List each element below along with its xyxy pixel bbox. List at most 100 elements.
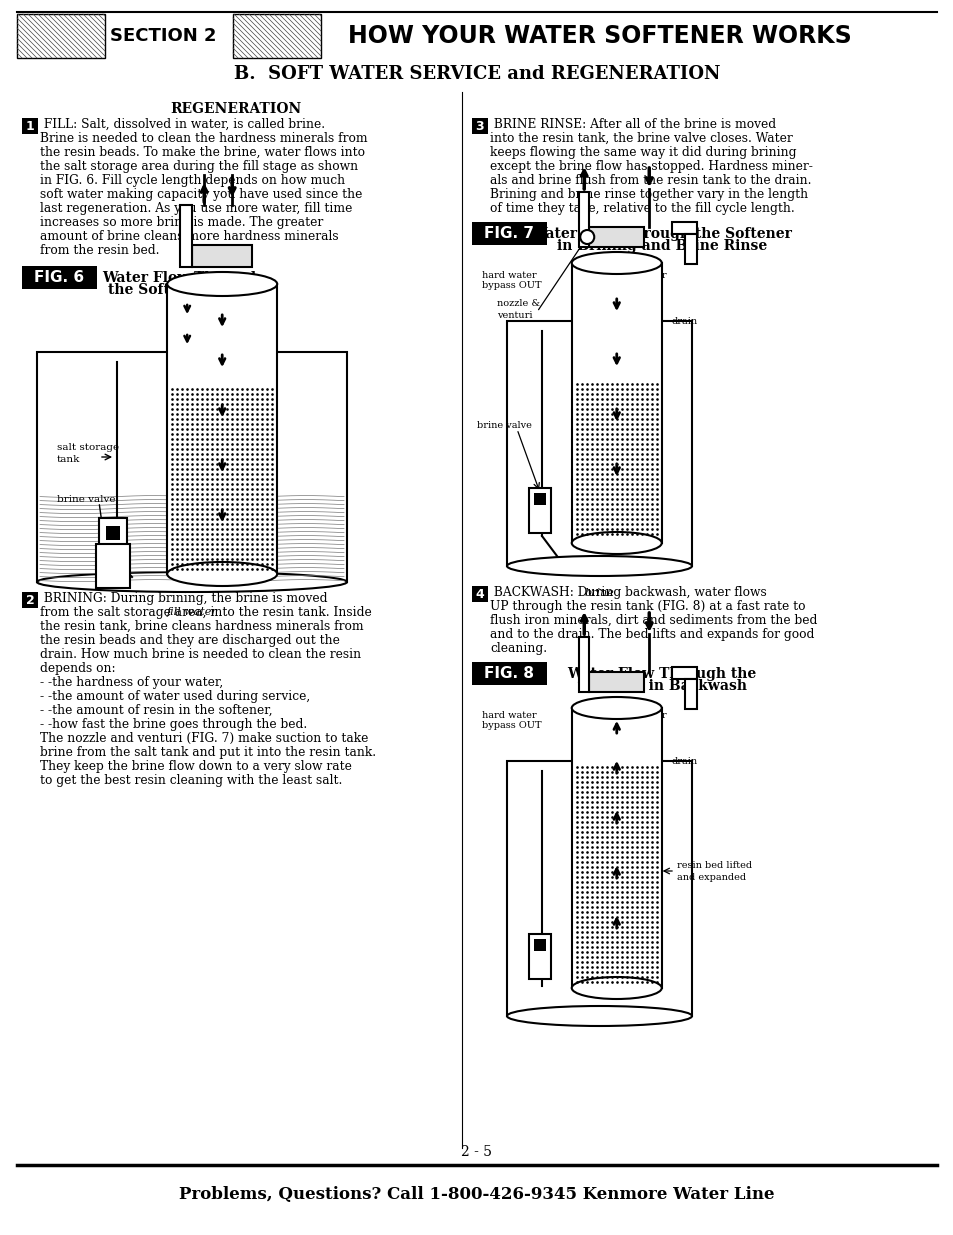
Text: Problems, Questions? Call 1-800-426-9345 Kenmore Water Line: Problems, Questions? Call 1-800-426-9345… (179, 1187, 774, 1203)
Bar (571, 708, 661, 988)
Bar (106, 526, 120, 540)
Bar (671, 222, 696, 233)
Text: - -the hardness of your water,: - -the hardness of your water, (40, 676, 223, 689)
Text: Brining and brine rinse together vary in the length: Brining and brine rinse together vary in… (490, 188, 807, 201)
Text: IN: IN (623, 282, 638, 290)
Ellipse shape (167, 562, 277, 585)
Ellipse shape (571, 252, 661, 274)
Text: bypass OUT: bypass OUT (481, 282, 541, 290)
Ellipse shape (506, 556, 691, 576)
Bar (233, 14, 320, 58)
Text: IN: IN (230, 308, 245, 319)
Text: to get the best resin cleaning with the least salt.: to get the best resin cleaning with the … (40, 774, 342, 787)
Text: BRINING: During brining, the brine is moved: BRINING: During brining, the brine is mo… (40, 592, 327, 605)
Text: FILL: Salt, dissolved in water, is called brine.: FILL: Salt, dissolved in water, is calle… (40, 119, 325, 131)
Bar (506, 761, 691, 1016)
Text: salt storage: salt storage (57, 442, 119, 452)
Text: venturi: venturi (497, 310, 532, 320)
Text: - -how fast the brine goes through the bed.: - -how fast the brine goes through the b… (40, 718, 307, 731)
Text: except the brine flow has stopped. Hardness miner-: except the brine flow has stopped. Hardn… (490, 161, 812, 173)
Bar (684, 233, 696, 264)
Bar (472, 585, 488, 601)
Text: from the salt storage area, into the resin tank. Inside: from the salt storage area, into the res… (40, 606, 372, 619)
Text: They keep the brine flow down to a very slow rate: They keep the brine flow down to a very … (40, 760, 352, 773)
Bar (472, 119, 488, 135)
Text: Water Flow Through the Softener: Water Flow Through the Softener (531, 227, 792, 241)
Text: Water Flow Through the: Water Flow Through the (567, 667, 756, 680)
Text: drain: drain (671, 757, 698, 766)
Text: 1: 1 (26, 120, 34, 132)
Text: amount of brine cleans more hardness minerals: amount of brine cleans more hardness min… (40, 230, 338, 243)
Bar (534, 940, 545, 951)
Text: FIG. 7: FIG. 7 (484, 226, 534, 241)
Text: - -the amount of water used during service,: - -the amount of water used during servi… (40, 690, 310, 703)
Text: Water Flow Through: Water Flow Through (102, 270, 261, 285)
Text: als and brine flush from the resin tank to the drain.: als and brine flush from the resin tank … (490, 174, 811, 186)
Text: REGENERATION: REGENERATION (171, 103, 301, 116)
Bar (22, 266, 97, 289)
Ellipse shape (571, 977, 661, 999)
Text: in Brining and Brine Rinse: in Brining and Brine Rinse (557, 240, 766, 253)
Text: - -the amount of resin in the softener,: - -the amount of resin in the softener, (40, 704, 273, 718)
Text: brine valve: brine valve (476, 421, 532, 431)
Text: 2: 2 (26, 594, 34, 606)
Text: FIG. 8: FIG. 8 (484, 666, 534, 680)
Bar (192, 245, 252, 267)
Text: bypass OUT: bypass OUT (481, 721, 541, 730)
Text: brine from the salt tank and put it into the resin tank.: brine from the salt tank and put it into… (40, 746, 375, 760)
Text: depends on:: depends on: (40, 662, 115, 676)
Text: brine: brine (584, 588, 614, 598)
Ellipse shape (571, 697, 661, 719)
Text: FIG. 6: FIG. 6 (34, 270, 85, 285)
Text: the resin beads and they are discharged out the: the resin beads and they are discharged … (40, 634, 339, 647)
Bar (589, 672, 643, 692)
Text: last regeneration. As you use more water, fill time: last regeneration. As you use more water… (40, 203, 352, 215)
Bar (529, 488, 551, 532)
Text: hard water: hard water (210, 300, 264, 309)
Bar (472, 662, 546, 685)
Bar (37, 352, 347, 582)
Text: the salt storage area during the fill stage as shown: the salt storage area during the fill st… (40, 161, 357, 173)
Text: soft water: soft water (177, 300, 227, 309)
Text: the Softener in Fill: the Softener in Fill (108, 283, 255, 296)
Text: fill water: fill water (167, 606, 217, 618)
Text: increases so more brine is made. The greater: increases so more brine is made. The gre… (40, 216, 323, 228)
Text: and expanded: and expanded (677, 873, 745, 883)
Text: hard water: hard water (612, 272, 666, 280)
Text: hard water: hard water (481, 272, 536, 280)
Text: 4: 4 (476, 588, 484, 600)
Text: hard water: hard water (612, 711, 666, 720)
Text: drain. How much brine is needed to clean the resin: drain. How much brine is needed to clean… (40, 648, 361, 661)
Bar (17, 14, 105, 58)
Ellipse shape (579, 230, 594, 245)
Ellipse shape (571, 532, 661, 555)
Text: from the resin bed.: from the resin bed. (40, 245, 159, 257)
Text: and to the drain. The bed lifts and expands for good: and to the drain. The bed lifts and expa… (490, 629, 814, 641)
Text: BRINE RINSE: After all of the brine is moved: BRINE RINSE: After all of the brine is m… (490, 119, 776, 131)
Text: cleaning.: cleaning. (490, 642, 547, 655)
Bar (96, 543, 130, 588)
Bar (671, 667, 696, 679)
Text: of time they take, relative to the fill cycle length.: of time they take, relative to the fill … (490, 203, 794, 215)
Bar (22, 592, 38, 608)
Ellipse shape (167, 272, 277, 296)
Text: resin bed lifted: resin bed lifted (677, 862, 751, 871)
Text: in FIG. 6. Fill cycle length depends on how much: in FIG. 6. Fill cycle length depends on … (40, 174, 345, 186)
Bar (99, 517, 127, 568)
Text: hard water: hard water (481, 711, 536, 720)
Text: UP through the resin tank (FIG. 8) at a fast rate to: UP through the resin tank (FIG. 8) at a … (490, 600, 804, 613)
Text: drain: drain (671, 316, 698, 326)
Text: the resin beads. To make the brine, water flows into: the resin beads. To make the brine, wate… (40, 146, 365, 159)
Bar (22, 119, 38, 135)
Text: B.  SOFT WATER SERVICE and REGENERATION: B. SOFT WATER SERVICE and REGENERATION (233, 65, 720, 83)
Text: soft water making capacity you have used since the: soft water making capacity you have used… (40, 188, 362, 201)
Bar (506, 321, 691, 566)
Bar (684, 679, 696, 709)
Bar (578, 191, 589, 247)
Text: The nozzle and venturi (FIG. 7) make suction to take: The nozzle and venturi (FIG. 7) make suc… (40, 732, 368, 745)
Bar (534, 493, 545, 505)
Bar (529, 935, 551, 979)
Bar (578, 637, 589, 692)
Text: 2 - 5: 2 - 5 (461, 1145, 492, 1158)
Ellipse shape (506, 1007, 691, 1026)
